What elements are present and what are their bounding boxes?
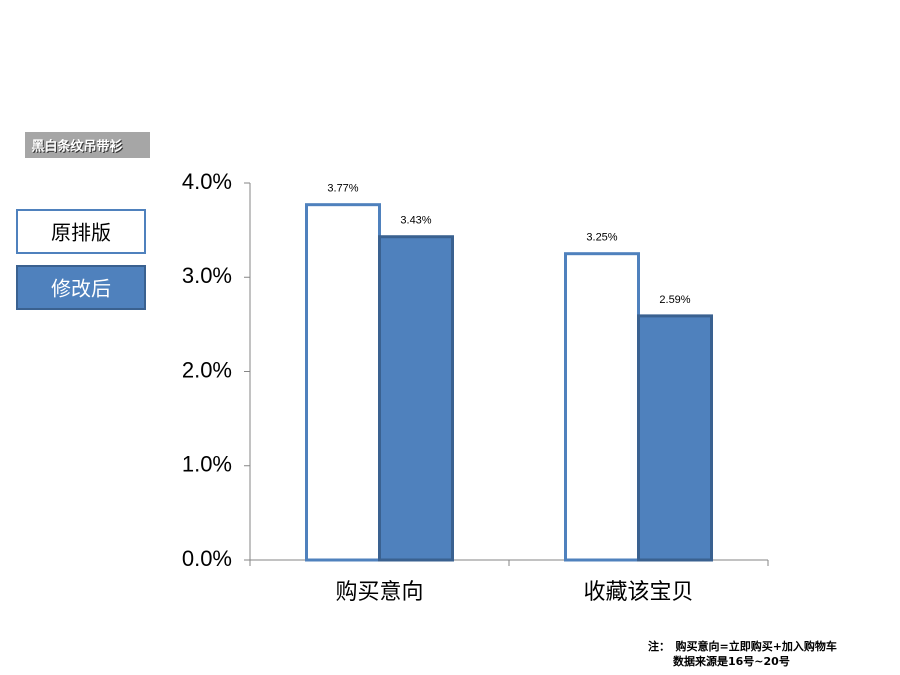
y-tick-label: 0.0% bbox=[182, 546, 232, 571]
legend-swatch bbox=[16, 209, 146, 254]
bar bbox=[564, 252, 640, 562]
y-tick-label: 1.0% bbox=[182, 452, 232, 477]
bar bbox=[305, 203, 381, 562]
value-label: 3.25% bbox=[586, 232, 617, 244]
note: 注： 购买意向=立即购买+加入购物车 bbox=[648, 639, 837, 653]
y-tick-label: 2.0% bbox=[182, 357, 232, 382]
y-tick-label: 3.0% bbox=[182, 263, 232, 288]
note: 数据来源是16号~20号 bbox=[673, 654, 790, 668]
value-label: 3.43% bbox=[400, 215, 431, 227]
value-label: 2.59% bbox=[659, 294, 690, 306]
tag-box bbox=[25, 132, 150, 158]
legend-swatch bbox=[16, 265, 146, 310]
x-tick-label: 收藏该宝贝 bbox=[583, 580, 693, 605]
tag-text: 黑白条纹吊带衫 bbox=[31, 139, 122, 155]
legend-label: 修改后 bbox=[51, 277, 111, 301]
value-label: 3.77% bbox=[327, 183, 358, 195]
x-tick-label: 购买意向 bbox=[335, 580, 423, 605]
bar bbox=[378, 235, 454, 562]
y-tick-label: 4.0% bbox=[182, 169, 232, 194]
bar bbox=[637, 314, 713, 562]
legend-label: 原排版 bbox=[51, 221, 111, 245]
